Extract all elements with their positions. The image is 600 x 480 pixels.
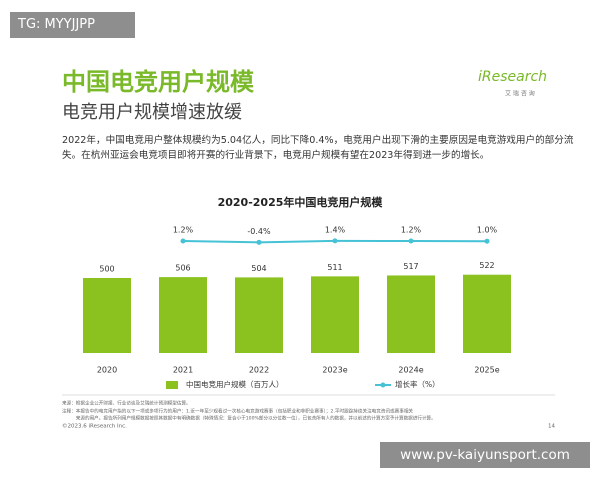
x-tick-label: 2021 [173, 366, 193, 375]
value-label: 522 [479, 261, 494, 270]
value-label: 511 [327, 263, 342, 272]
logo-sub: 艾 瑞 咨 询 [505, 90, 535, 98]
paragraph-line: 失。在杭州亚运会电竞项目即将开赛的行业背景下，电竞用户规模有望在2023年得到进… [62, 149, 489, 161]
legend-swatch [166, 381, 178, 389]
subtitle: 电竞用户规模增速放缓 [62, 102, 242, 123]
marker [332, 238, 338, 244]
x-tick-label: 2023e [322, 366, 347, 375]
x-tick-label: 2025e [474, 366, 499, 375]
legend-label: 增长率（%） [395, 379, 440, 389]
title: 中国电竞用户规模 [62, 68, 255, 96]
bar [387, 275, 435, 353]
note: 来源：根据企业公开财报、行业访谈及艾瑞统计预测模型估算。 [62, 400, 191, 407]
value-label: 500 [99, 265, 114, 274]
x-tick-label: 2020 [97, 366, 117, 375]
page-number: 14 [548, 424, 555, 430]
tag: TG: MYYJJPP [10, 12, 135, 38]
bar [159, 277, 207, 353]
legend-swatch [380, 382, 386, 388]
paragraph-line: 2022年，中国电竞用户整体规模约为5.04亿人，同比下降0.4%，电竞用户出现… [62, 134, 574, 146]
value-label: 517 [403, 262, 418, 271]
bar [235, 277, 283, 353]
value-label: 1.4% [325, 225, 346, 234]
value-label: -0.4% [247, 227, 271, 236]
bar [463, 274, 511, 353]
value-label: 506 [175, 264, 190, 273]
marker [256, 239, 262, 245]
legend-label: 中国电竞用户规模（百万人） [186, 379, 284, 389]
value-label: 1.2% [173, 226, 194, 235]
marker [180, 238, 186, 244]
copyright: ©2023.6 iResearch Inc. [62, 423, 127, 430]
value-label: 1.2% [401, 226, 422, 235]
chart-title: 2020-2025年中国电竞用户规模 [218, 195, 384, 209]
logo: iResearch [478, 69, 547, 85]
watermark: www.pv-kaiyunsport.com [380, 442, 590, 468]
bar [311, 276, 359, 353]
marker [408, 238, 414, 244]
marker [484, 238, 490, 244]
note: 来源的用户。报告所列用户规模数据按照其数据中有明确数据（特殊情况：复合小于100… [62, 415, 436, 422]
x-tick-label: 2022 [249, 366, 269, 375]
x-tick-label: 2024e [398, 366, 423, 375]
bar [83, 278, 131, 353]
note: 注释：本报告中的电竞用户指的以下一项或多项行为的用户：1.近一年至少观看过一次核… [62, 408, 413, 415]
value-label: 504 [251, 264, 266, 273]
value-label: 1.0% [477, 226, 498, 235]
